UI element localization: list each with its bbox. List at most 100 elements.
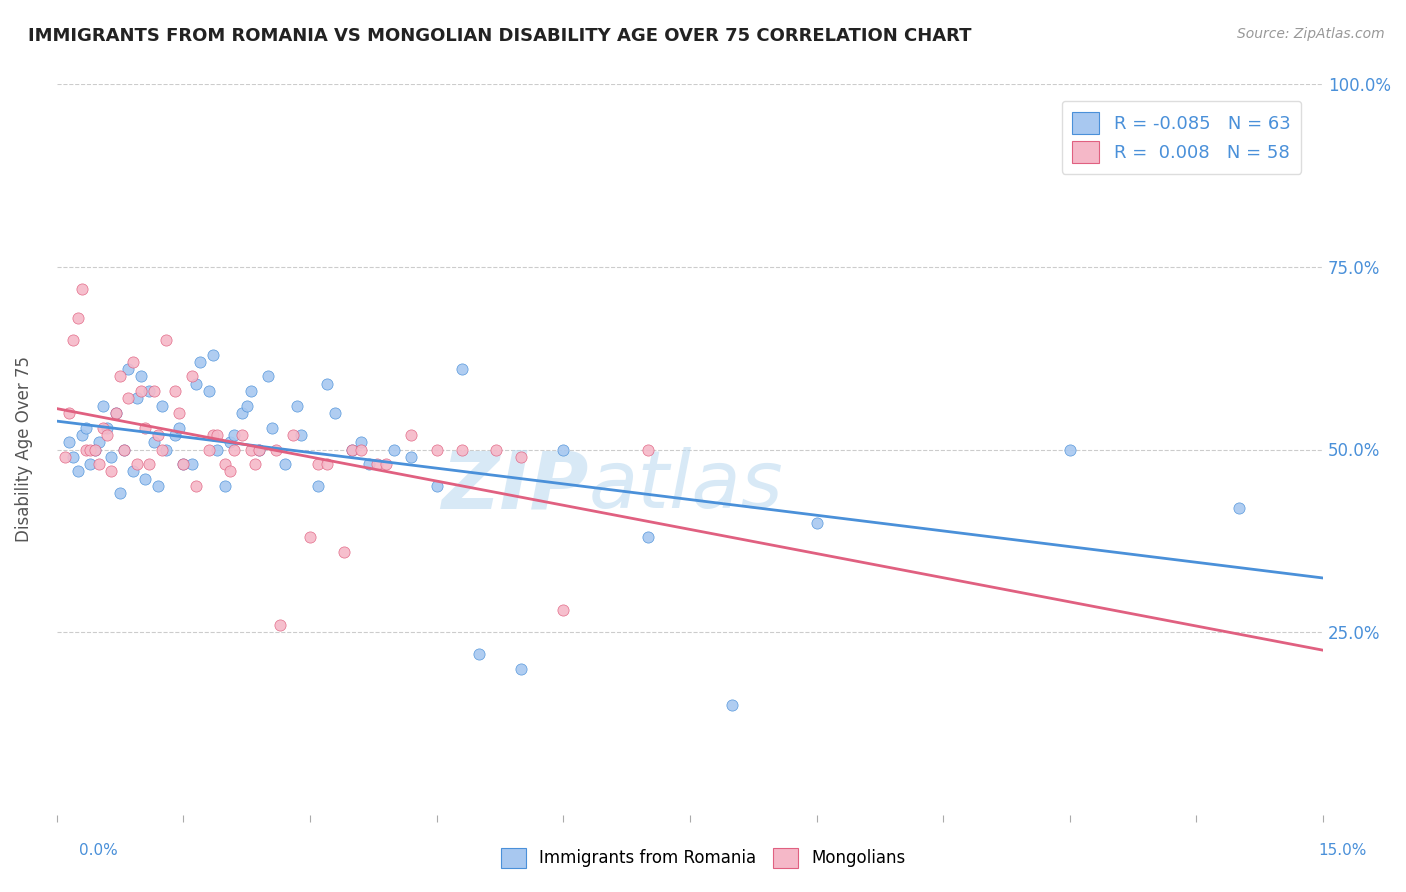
Point [146, 479, 169, 493]
Point [323, 406, 346, 420]
Point [163, 428, 186, 442]
Point [451, 442, 474, 457]
Point [315, 376, 337, 391]
Point [142, 384, 165, 398]
Point [214, 457, 236, 471]
Point [357, 457, 380, 471]
Text: ZIP: ZIP [441, 447, 589, 525]
Point [214, 479, 236, 493]
Point [104, 406, 127, 420]
Point [205, 428, 228, 442]
Point [96, 428, 118, 442]
Point [637, 530, 659, 544]
Point [79, 457, 101, 471]
Point [87, 457, 110, 471]
Point [96, 420, 118, 434]
Point [125, 392, 148, 406]
Point [553, 442, 575, 457]
Point [104, 406, 127, 420]
Point [239, 442, 262, 457]
Point [184, 376, 207, 391]
Point [125, 457, 148, 471]
Point [70, 428, 93, 442]
Point [150, 399, 173, 413]
Point [108, 369, 131, 384]
Point [637, 442, 659, 457]
Point [510, 661, 533, 675]
Point [146, 428, 169, 442]
Point [222, 442, 245, 457]
Point [201, 428, 224, 442]
Point [264, 442, 287, 457]
Text: 0.0%: 0.0% [79, 843, 118, 858]
Text: 15.0%: 15.0% [1319, 843, 1367, 858]
Point [340, 442, 363, 457]
Point [53, 450, 76, 464]
Point [100, 450, 122, 464]
Point [285, 399, 308, 413]
Point [138, 457, 160, 471]
Point [129, 384, 152, 398]
Point [75, 420, 97, 434]
Point [231, 428, 253, 442]
Point [58, 406, 80, 420]
Point [167, 420, 190, 434]
Point [121, 355, 143, 369]
Point [468, 647, 491, 661]
Point [349, 435, 371, 450]
Point [340, 442, 363, 457]
Point [79, 442, 101, 457]
Point [1059, 442, 1081, 457]
Point [374, 457, 396, 471]
Point [553, 603, 575, 617]
Point [58, 435, 80, 450]
Point [806, 516, 828, 530]
Point [218, 464, 240, 478]
Point [315, 457, 337, 471]
Point [197, 384, 219, 398]
Point [66, 311, 89, 326]
Point [155, 333, 177, 347]
Point [382, 442, 405, 457]
Point [134, 420, 156, 434]
Point [222, 428, 245, 442]
Point [247, 442, 270, 457]
Point [260, 420, 283, 434]
Point [117, 392, 139, 406]
Point [62, 333, 84, 347]
Point [510, 450, 533, 464]
Point [426, 442, 449, 457]
Point [218, 435, 240, 450]
Point [426, 479, 449, 493]
Point [167, 406, 190, 420]
Point [399, 428, 422, 442]
Legend: Immigrants from Romania, Mongolians: Immigrants from Romania, Mongolians [494, 841, 912, 875]
Point [142, 435, 165, 450]
Point [235, 399, 257, 413]
Point [121, 464, 143, 478]
Point [172, 457, 194, 471]
Point [129, 369, 152, 384]
Point [188, 355, 211, 369]
Point [91, 420, 114, 434]
Point [273, 457, 295, 471]
Legend: R = -0.085   N = 63, R =  0.008   N = 58: R = -0.085 N = 63, R = 0.008 N = 58 [1062, 101, 1302, 174]
Text: Source: ZipAtlas.com: Source: ZipAtlas.com [1237, 27, 1385, 41]
Point [256, 369, 278, 384]
Point [366, 457, 388, 471]
Y-axis label: Disability Age Over 75: Disability Age Over 75 [15, 357, 32, 542]
Point [66, 464, 89, 478]
Point [247, 442, 270, 457]
Point [100, 464, 122, 478]
Point [138, 384, 160, 398]
Point [83, 442, 105, 457]
Point [112, 442, 135, 457]
Point [399, 450, 422, 464]
Point [184, 479, 207, 493]
Point [180, 457, 202, 471]
Point [307, 479, 329, 493]
Point [205, 442, 228, 457]
Point [243, 457, 266, 471]
Point [231, 406, 253, 420]
Text: IMMIGRANTS FROM ROMANIA VS MONGOLIAN DISABILITY AGE OVER 75 CORRELATION CHART: IMMIGRANTS FROM ROMANIA VS MONGOLIAN DIS… [28, 27, 972, 45]
